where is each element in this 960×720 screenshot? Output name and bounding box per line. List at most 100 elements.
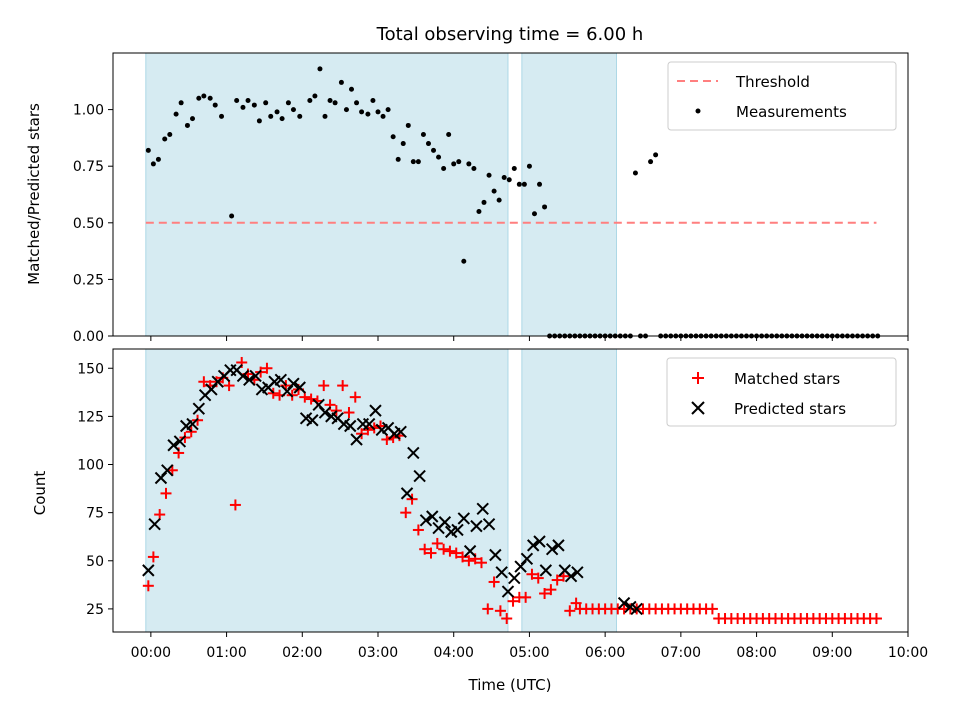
bottom-shaded-interval xyxy=(145,349,508,632)
top-legend: Threshold Measurements xyxy=(667,61,897,131)
matched-star-marker xyxy=(438,543,450,555)
predicted-star-marker xyxy=(533,535,546,548)
measurement-point xyxy=(420,132,426,138)
bottom-legend: Matched stars Predicted stars xyxy=(666,357,897,427)
measurement-point xyxy=(184,122,190,128)
predicted-star-marker xyxy=(470,519,483,533)
top-shaded-interval xyxy=(145,53,508,336)
bottom-y-tick-label: 50 xyxy=(86,554,104,570)
measurement-point xyxy=(456,159,462,165)
predicted-star-marker xyxy=(249,369,262,383)
matched-star-marker xyxy=(261,362,273,374)
predicted-star-marker xyxy=(318,406,332,419)
matched-star-marker xyxy=(419,543,431,555)
bottom-legend-box xyxy=(666,357,897,427)
predicted-star-marker xyxy=(571,566,584,579)
matched-star-marker xyxy=(223,380,235,392)
predicted-star-marker xyxy=(564,569,578,583)
measurement-point xyxy=(201,93,207,99)
top-y-tick-label: 0.00 xyxy=(73,329,104,345)
top-plot-frame xyxy=(112,52,909,337)
measurement-point xyxy=(632,170,638,176)
matched-star-marker xyxy=(551,574,563,586)
top-x-tick-marks xyxy=(150,336,909,341)
measurement-point xyxy=(542,204,548,210)
measurement-point xyxy=(338,79,344,85)
x-tick-label: 02:00 xyxy=(282,645,322,661)
measurement-point xyxy=(359,109,365,115)
top-y-tick-label: 0.75 xyxy=(73,159,104,175)
measurement-point xyxy=(501,175,507,181)
legend-measurement-label: Measurements xyxy=(736,103,847,121)
matched-star-marker xyxy=(198,376,210,388)
matched-star-marker xyxy=(482,603,494,615)
predicted-star-marker xyxy=(482,517,496,531)
predicted-star-marker xyxy=(508,571,521,585)
x-tick-label: 00:00 xyxy=(131,645,171,661)
measurement-point xyxy=(441,165,447,171)
measurement-point xyxy=(380,113,386,119)
matched-star-marker xyxy=(539,587,551,599)
bottom-y-axis-label: Count xyxy=(31,471,49,516)
matched-star-marker xyxy=(570,597,582,609)
measurement-point xyxy=(451,161,457,167)
measurement-point xyxy=(496,197,502,203)
predicted-star-marker xyxy=(400,487,414,500)
measurement-point xyxy=(245,98,251,104)
matched-star-marker xyxy=(142,580,154,592)
matched-star-marker xyxy=(444,545,456,557)
predicted-star-marker xyxy=(192,402,206,415)
bottom-plot-frame xyxy=(112,348,909,633)
measurement-point xyxy=(173,111,179,117)
matched-star-marker xyxy=(147,551,159,563)
matched-star-marker xyxy=(706,603,718,615)
measurement-point xyxy=(290,107,296,113)
predicted-star-marker xyxy=(394,425,407,438)
measurement-point xyxy=(145,147,151,153)
measurement-point xyxy=(506,177,512,183)
x-tick-label: 08:00 xyxy=(736,645,776,661)
predicted-star-marker xyxy=(362,417,376,431)
bottom-panel: 25 50 75 100 125 150 00:00 01:00 02:00 03:00 04:0… xyxy=(31,348,928,694)
top-y-tick-label: 1.00 xyxy=(73,103,104,119)
matched-star-marker xyxy=(488,576,500,588)
measurement-point xyxy=(385,107,391,113)
predicted-star-marker xyxy=(539,564,553,577)
matched-star-marker xyxy=(299,391,311,403)
bottom-y-axis: 25 50 75 100 125 150 xyxy=(77,361,113,618)
matched-star-marker xyxy=(457,551,469,563)
legend-threshold-label: Threshold xyxy=(735,73,810,91)
predicted-star-marker xyxy=(344,419,357,433)
matched-star-marker xyxy=(349,391,361,403)
measurement-point xyxy=(370,98,376,104)
measurement-point xyxy=(229,213,235,219)
measurement-point xyxy=(436,154,442,160)
measurement-point xyxy=(481,199,487,205)
predicted-star-marker xyxy=(501,585,515,598)
matched-star-marker xyxy=(425,547,437,559)
matched-star-marker xyxy=(520,591,532,603)
matched-star-marker xyxy=(343,407,355,419)
measurement-point xyxy=(219,113,225,119)
measurement-point xyxy=(526,163,532,169)
predicted-star-marker xyxy=(419,514,433,527)
measurement-point xyxy=(486,172,492,178)
measurement-point xyxy=(212,102,218,108)
matched-star-marker xyxy=(463,555,475,567)
predicted-star-marker xyxy=(186,417,199,431)
measurement-point xyxy=(150,161,156,167)
predicted-star-marker xyxy=(161,464,174,477)
predicted-star-marker xyxy=(243,373,256,387)
measurement-point xyxy=(446,132,452,138)
measurement-point xyxy=(516,181,522,187)
measurement-point xyxy=(476,208,482,214)
top-shading xyxy=(145,53,617,336)
matched-star-marker xyxy=(431,537,443,549)
predicted-star-marker xyxy=(293,381,306,394)
chart-title: Total observing time = 6.00 h xyxy=(376,24,644,45)
predicted-star-marker xyxy=(617,596,631,610)
measurement-point xyxy=(343,107,349,113)
measurement-point xyxy=(425,141,431,147)
bottom-shaded-interval xyxy=(521,349,617,632)
